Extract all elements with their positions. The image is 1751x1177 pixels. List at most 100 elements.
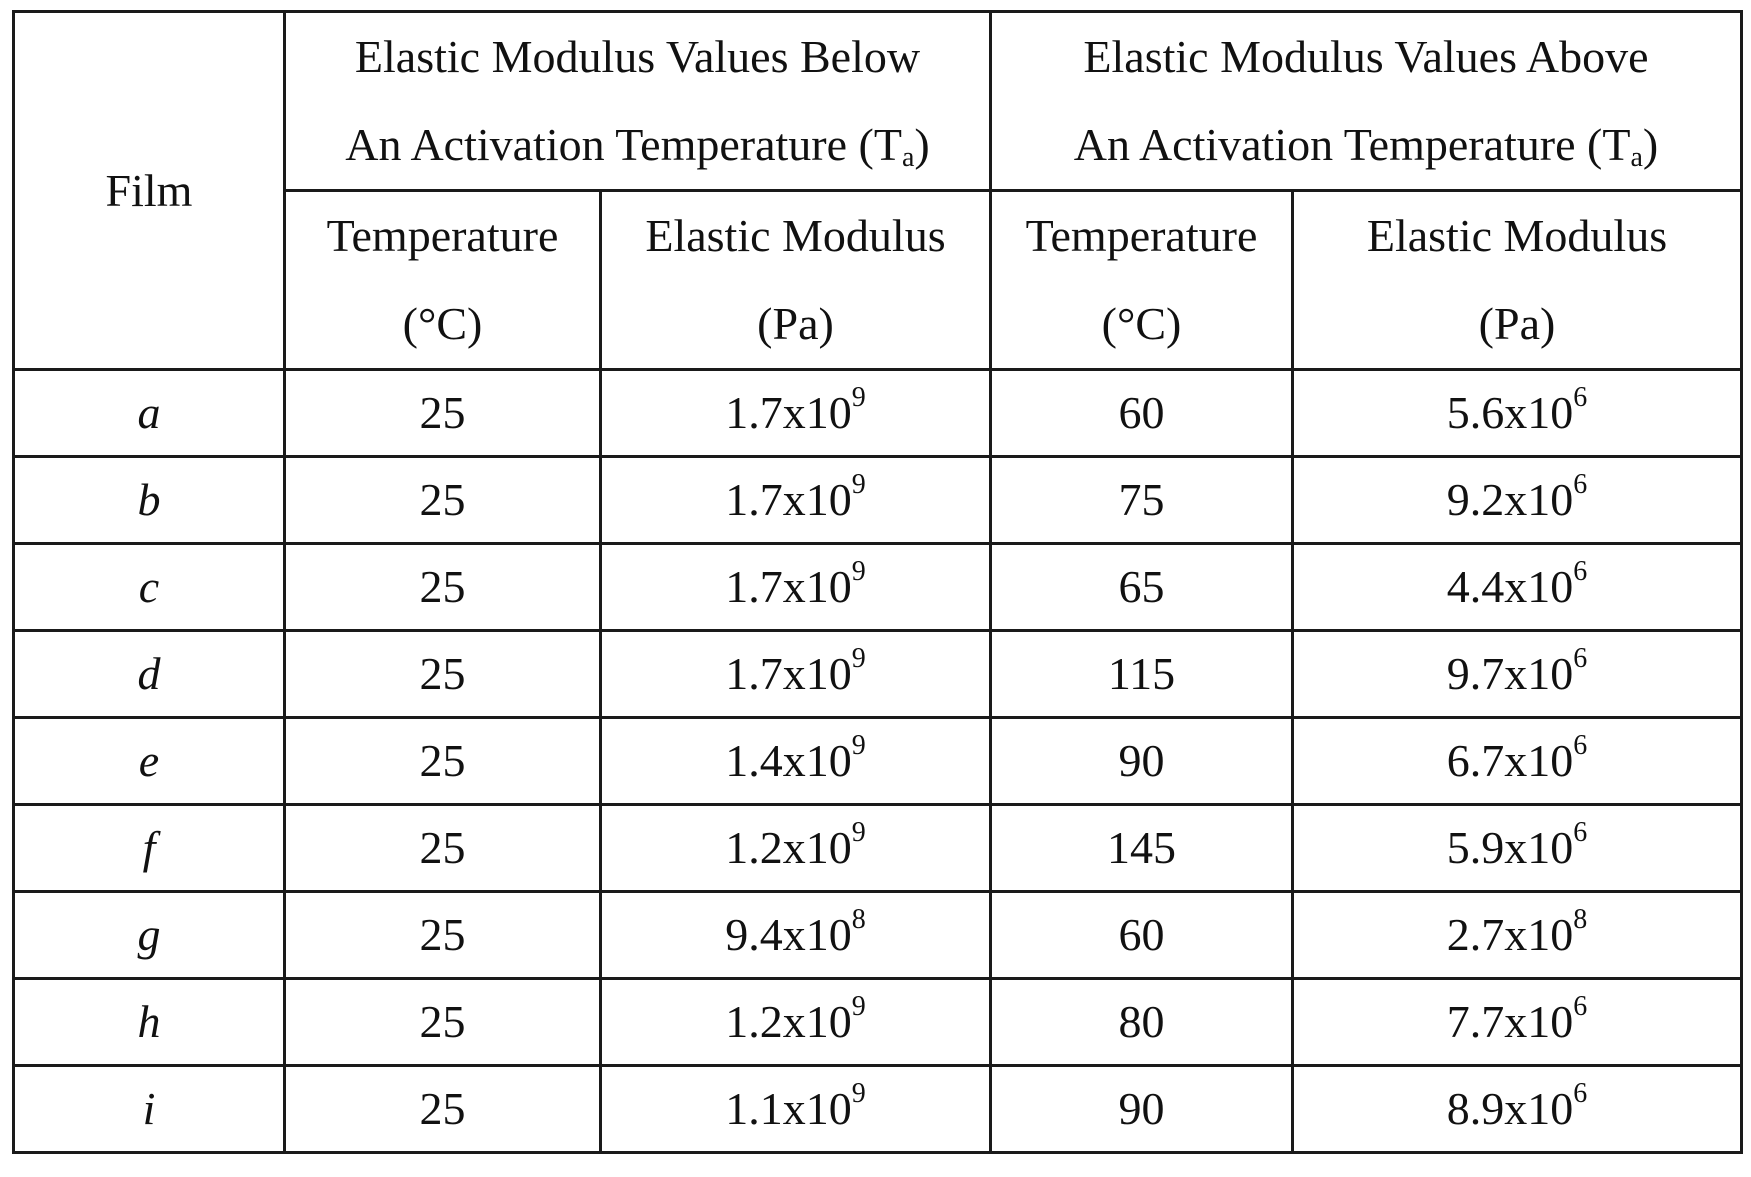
sub-header-line1: Temperature bbox=[1025, 210, 1258, 261]
below-group-line2-prefix: An Activation Temperature (T bbox=[345, 119, 902, 170]
elastic-modulus-table: Film Elastic Modulus Values Below An Act… bbox=[12, 10, 1743, 1154]
above-modulus-cell: 9.7x106 bbox=[1291, 629, 1743, 719]
table-row: f 25 1.2x109 145 5.9x106 bbox=[12, 803, 1743, 893]
modulus-exponent: 6 bbox=[1573, 382, 1588, 413]
modulus-exponent: 9 bbox=[851, 1078, 866, 1109]
modulus-mantissa: 7.7x10 bbox=[1446, 996, 1574, 1047]
modulus-mantissa: 1.2x10 bbox=[725, 996, 852, 1047]
film-column-header: Film bbox=[12, 10, 286, 371]
below-temperature-cell: 25 bbox=[283, 542, 602, 632]
above-modulus-cell: 6.7x106 bbox=[1291, 716, 1743, 806]
table-row: h 25 1.2x109 80 7.7x106 bbox=[12, 977, 1743, 1067]
sub-header-line1: Elastic Modulus bbox=[645, 210, 946, 261]
modulus-mantissa: 2.7x10 bbox=[1446, 909, 1574, 960]
above-modulus-cell: 2.7x108 bbox=[1291, 890, 1743, 980]
above-temperature-cell: 60 bbox=[989, 890, 1294, 980]
table-row: d 25 1.7x109 115 9.7x106 bbox=[12, 629, 1743, 719]
below-modulus-cell: 1.4x109 bbox=[599, 716, 992, 806]
sub-header-line2: (°C) bbox=[1101, 298, 1182, 349]
table-header: Film Elastic Modulus Values Below An Act… bbox=[12, 10, 1743, 371]
modulus-exponent: 6 bbox=[1573, 730, 1588, 761]
below-temperature-cell: 25 bbox=[283, 977, 602, 1067]
modulus-exponent: 9 bbox=[851, 469, 866, 500]
above-modulus-cell: 7.7x106 bbox=[1291, 977, 1743, 1067]
above-modulus-cell: 5.9x106 bbox=[1291, 803, 1743, 893]
modulus-mantissa: 4.4x10 bbox=[1446, 561, 1574, 612]
below-group-line2-suffix: ) bbox=[914, 119, 930, 170]
table-row: e 25 1.4x109 90 6.7x106 bbox=[12, 716, 1743, 806]
film-cell: b bbox=[12, 455, 286, 545]
above-group-line2-prefix: An Activation Temperature (T bbox=[1073, 119, 1631, 170]
below-modulus-cell: 9.4x108 bbox=[599, 890, 992, 980]
modulus-mantissa: 8.9x10 bbox=[1446, 1083, 1574, 1134]
below-modulus-cell: 1.7x109 bbox=[599, 455, 992, 545]
above-temperature-cell: 60 bbox=[989, 368, 1294, 458]
modulus-exponent: 6 bbox=[1573, 556, 1588, 587]
film-cell: h bbox=[12, 977, 286, 1067]
below-modulus-cell: 1.1x109 bbox=[599, 1064, 992, 1154]
modulus-mantissa: 5.9x10 bbox=[1446, 822, 1574, 873]
below-temperature-cell: 25 bbox=[283, 803, 602, 893]
film-cell: c bbox=[12, 542, 286, 632]
table-body: a 25 1.7x109 60 5.6x106 b 25 1.7x109 75 9.2x106 c 2… bbox=[12, 368, 1743, 1154]
sub-header-line2: (Pa) bbox=[1478, 298, 1556, 349]
modulus-exponent: 6 bbox=[1573, 817, 1588, 848]
modulus-exponent: 6 bbox=[1573, 643, 1588, 674]
above-temperature-cell: 115 bbox=[989, 629, 1294, 719]
film-cell: g bbox=[12, 890, 286, 980]
above-temperature-cell: 90 bbox=[989, 716, 1294, 806]
below-group-title-line1: Elastic Modulus Values Below bbox=[354, 31, 921, 82]
sub-header-line1: Elastic Modulus bbox=[1366, 210, 1668, 261]
below-temperature-cell: 25 bbox=[283, 629, 602, 719]
above-modulus-column-header: Elastic Modulus (Pa) bbox=[1291, 189, 1743, 371]
below-modulus-cell: 1.7x109 bbox=[599, 629, 992, 719]
above-group-line2-subscript: a bbox=[1630, 142, 1643, 173]
below-modulus-cell: 1.7x109 bbox=[599, 368, 992, 458]
table-row: i 25 1.1x109 90 8.9x106 bbox=[12, 1064, 1743, 1154]
above-modulus-cell: 4.4x106 bbox=[1291, 542, 1743, 632]
modulus-exponent: 9 bbox=[851, 556, 866, 587]
table-row: a 25 1.7x109 60 5.6x106 bbox=[12, 368, 1743, 458]
modulus-mantissa: 5.6x10 bbox=[1446, 387, 1574, 438]
above-group-line2-suffix: ) bbox=[1642, 119, 1659, 170]
below-group-line2-subscript: a bbox=[901, 142, 915, 173]
modulus-exponent: 6 bbox=[1573, 991, 1588, 1022]
above-modulus-cell: 8.9x106 bbox=[1291, 1064, 1743, 1154]
below-temperature-cell: 25 bbox=[283, 716, 602, 806]
below-temperature-cell: 25 bbox=[283, 890, 602, 980]
modulus-exponent: 9 bbox=[851, 730, 866, 761]
modulus-mantissa: 1.7x10 bbox=[725, 474, 852, 525]
below-activation-group-header: Elastic Modulus Values Below An Activati… bbox=[283, 10, 992, 192]
table-row: g 25 9.4x108 60 2.7x108 bbox=[12, 890, 1743, 980]
modulus-mantissa: 9.2x10 bbox=[1446, 474, 1574, 525]
below-modulus-cell: 1.2x109 bbox=[599, 803, 992, 893]
above-group-title-line1: Elastic Modulus Values Above bbox=[1083, 31, 1649, 82]
film-cell: a bbox=[12, 368, 286, 458]
film-cell: e bbox=[12, 716, 286, 806]
modulus-mantissa: 1.7x10 bbox=[725, 561, 852, 612]
above-temperature-column-header: Temperature (°C) bbox=[989, 189, 1294, 371]
above-activation-group-header: Elastic Modulus Values Above An Activati… bbox=[989, 10, 1743, 192]
header-row-groups: Film Elastic Modulus Values Below An Act… bbox=[12, 10, 1743, 371]
modulus-exponent: 9 bbox=[851, 817, 866, 848]
modulus-mantissa: 1.2x10 bbox=[725, 822, 852, 873]
modulus-exponent: 8 bbox=[1573, 904, 1588, 935]
modulus-mantissa: 1.4x10 bbox=[725, 735, 852, 786]
modulus-mantissa: 1.7x10 bbox=[725, 648, 852, 699]
above-group-title-line2: An Activation Temperature (Ta) bbox=[992, 101, 1740, 189]
film-cell: i bbox=[12, 1064, 286, 1154]
above-temperature-cell: 90 bbox=[989, 1064, 1294, 1154]
sub-header-line2: (Pa) bbox=[757, 298, 834, 349]
modulus-exponent: 6 bbox=[1573, 469, 1588, 500]
modulus-mantissa: 6.7x10 bbox=[1446, 735, 1574, 786]
above-temperature-cell: 145 bbox=[989, 803, 1294, 893]
above-temperature-cell: 75 bbox=[989, 455, 1294, 545]
above-temperature-cell: 80 bbox=[989, 977, 1294, 1067]
below-temperature-cell: 25 bbox=[283, 368, 602, 458]
modulus-exponent: 6 bbox=[1573, 1078, 1588, 1109]
modulus-exponent: 9 bbox=[851, 382, 866, 413]
below-temperature-column-header: Temperature (°C) bbox=[283, 189, 602, 371]
modulus-exponent: 8 bbox=[851, 904, 866, 935]
above-modulus-cell: 9.2x106 bbox=[1291, 455, 1743, 545]
sub-header-line2: (°C) bbox=[402, 298, 483, 349]
